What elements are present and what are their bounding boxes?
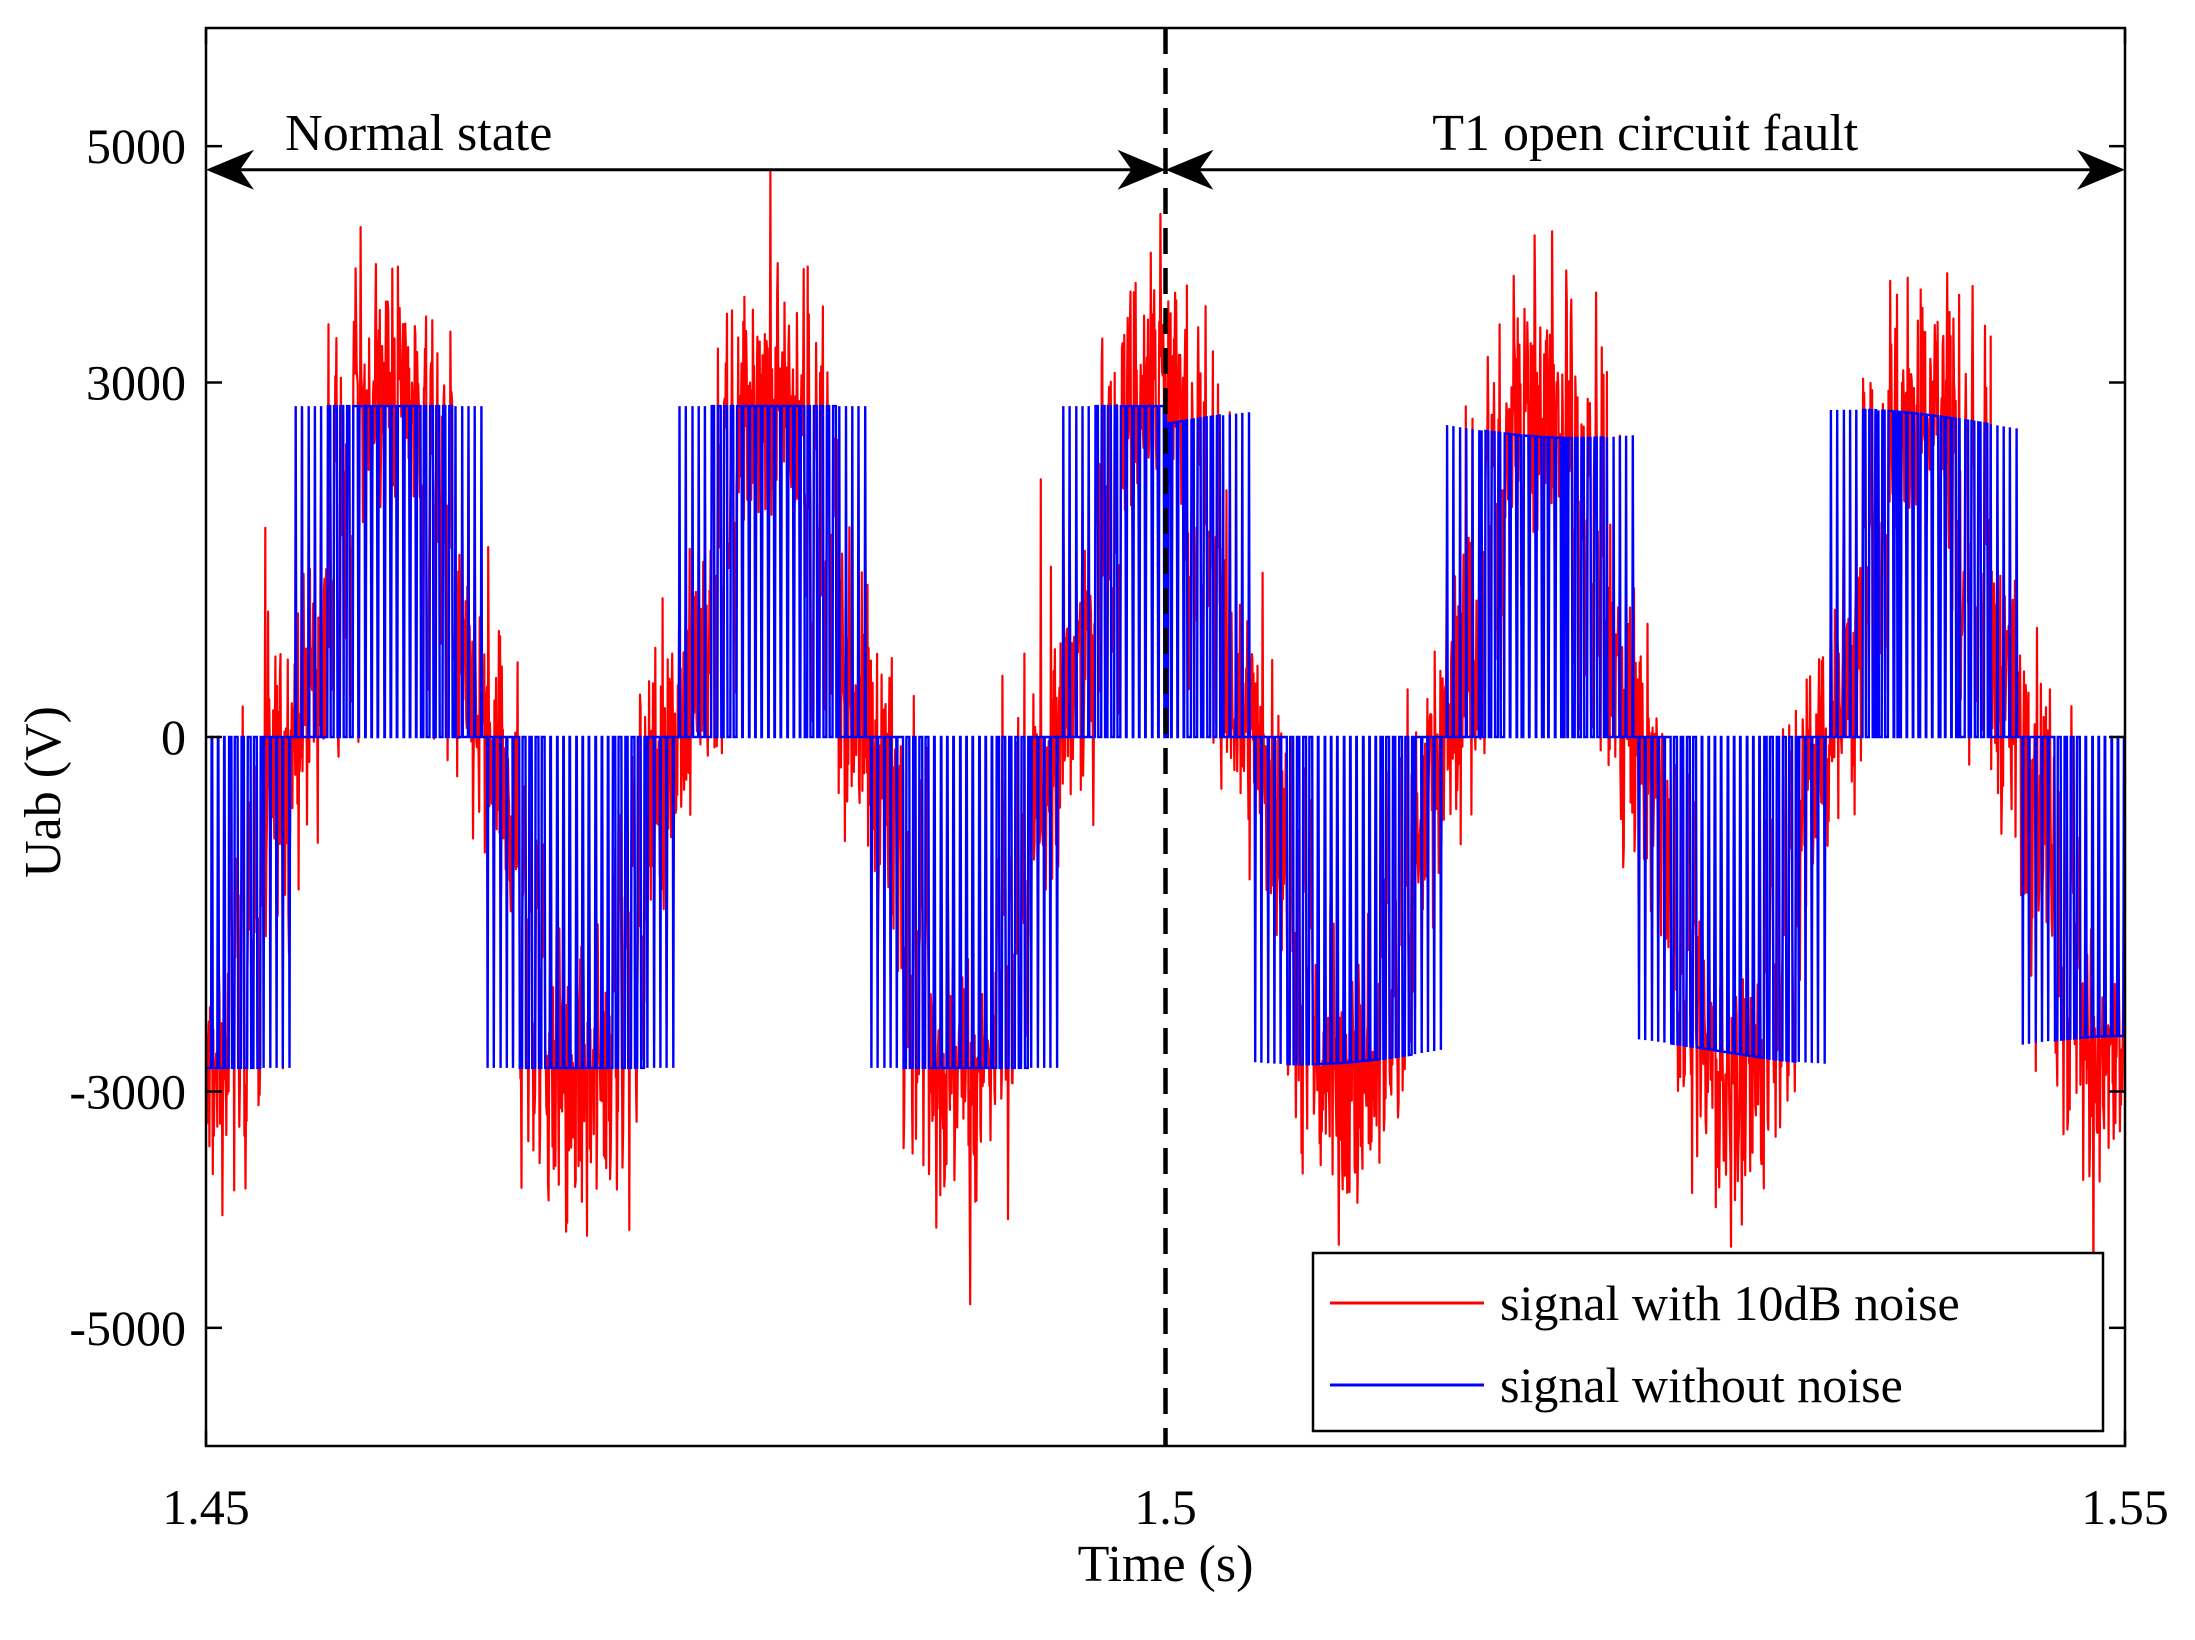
axis-ticks [204,28,2127,1446]
y-tick-label: 3000 [86,355,186,411]
y-axis-title: Uab (V) [15,706,72,878]
legend-label-noisy: signal with 10dB noise [1500,1275,1960,1331]
fault-state-label: T1 open circuit fault [1432,105,1859,162]
normal-state-arrow [206,149,1166,190]
y-tick-label: 5000 [86,118,186,174]
legend-label-clean: signal without noise [1500,1357,1903,1413]
x-axis-title: Time (s) [1078,1536,1254,1593]
state-arrows [206,149,2125,190]
fault-state-arrow [1165,149,2125,190]
legend-box [1311,1251,2105,1433]
normal-state-label: Normal state [285,105,552,162]
x-tick-label: 1.55 [2081,1479,2169,1535]
x-tick-label: 1.5 [1134,1479,1197,1535]
x-tick-label: 1.45 [162,1479,250,1535]
y-tick-label: -5000 [69,1300,186,1356]
y-tick-label: -3000 [69,1064,186,1120]
legend: signal with 10dB noise signal without no… [1311,1251,2105,1433]
y-tick-label: 0 [161,709,186,765]
